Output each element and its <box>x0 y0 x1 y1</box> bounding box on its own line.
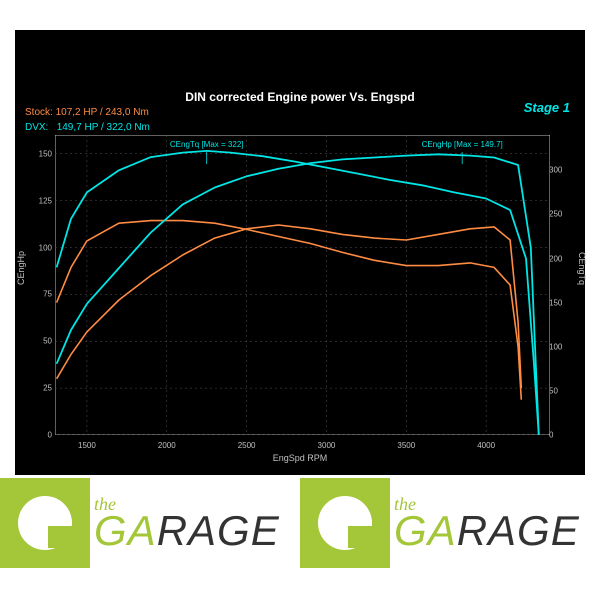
y-axis-right-label: CEngTq <box>577 252 587 285</box>
y-tick-left: 0 <box>37 431 52 440</box>
legend: Stock: 107,2 HP / 243,0 Nm DVX: 149,7 HP… <box>25 105 150 135</box>
y-tick-left: 75 <box>37 290 52 299</box>
g-icon <box>0 478 90 568</box>
y-tick-right: 300 <box>549 166 567 175</box>
y-axis-left-label: CEngHp <box>16 251 26 285</box>
dyno-chart: DIN corrected Engine power Vs. Engspd St… <box>15 30 585 475</box>
footer-logo-strip: the GARAGE the GARAGE <box>0 475 600 570</box>
logo-text-garage: GARAGE <box>94 512 280 550</box>
logo-text-garage: GARAGE <box>394 512 580 550</box>
stage-label: Stage 1 <box>524 100 570 115</box>
g-icon <box>300 478 390 568</box>
y-tick-left: 150 <box>37 149 52 158</box>
y-tick-left: 50 <box>37 337 52 346</box>
garage-logo-right: the GARAGE <box>300 475 600 570</box>
y-tick-right: 50 <box>549 386 567 395</box>
x-tick: 1500 <box>78 441 96 450</box>
x-tick: 3500 <box>397 441 415 450</box>
x-tick: 2500 <box>238 441 256 450</box>
legend-dvx: DVX: 149,7 HP / 322,0 Nm <box>25 120 150 135</box>
y-tick-left: 100 <box>37 243 52 252</box>
y-tick-right: 150 <box>549 298 567 307</box>
chart-annotation: CEngHp [Max = 149.7] <box>422 140 503 149</box>
x-axis-label: EngSpd RPM <box>15 453 585 463</box>
y-tick-right: 0 <box>549 431 567 440</box>
chart-title: DIN corrected Engine power Vs. Engspd <box>15 90 585 104</box>
legend-stock: Stock: 107,2 HP / 243,0 Nm <box>25 105 150 120</box>
y-tick-right: 200 <box>549 254 567 263</box>
plot-area <box>55 135 550 435</box>
y-tick-left: 125 <box>37 196 52 205</box>
x-tick: 4000 <box>477 441 495 450</box>
x-tick: 3000 <box>318 441 336 450</box>
y-tick-left: 25 <box>37 384 52 393</box>
y-tick-right: 100 <box>549 342 567 351</box>
y-tick-right: 250 <box>549 210 567 219</box>
x-tick: 2000 <box>158 441 176 450</box>
chart-annotation: CEngTq [Max = 322] <box>170 140 244 149</box>
plot-svg <box>55 135 550 435</box>
garage-logo-left: the GARAGE <box>0 475 300 570</box>
